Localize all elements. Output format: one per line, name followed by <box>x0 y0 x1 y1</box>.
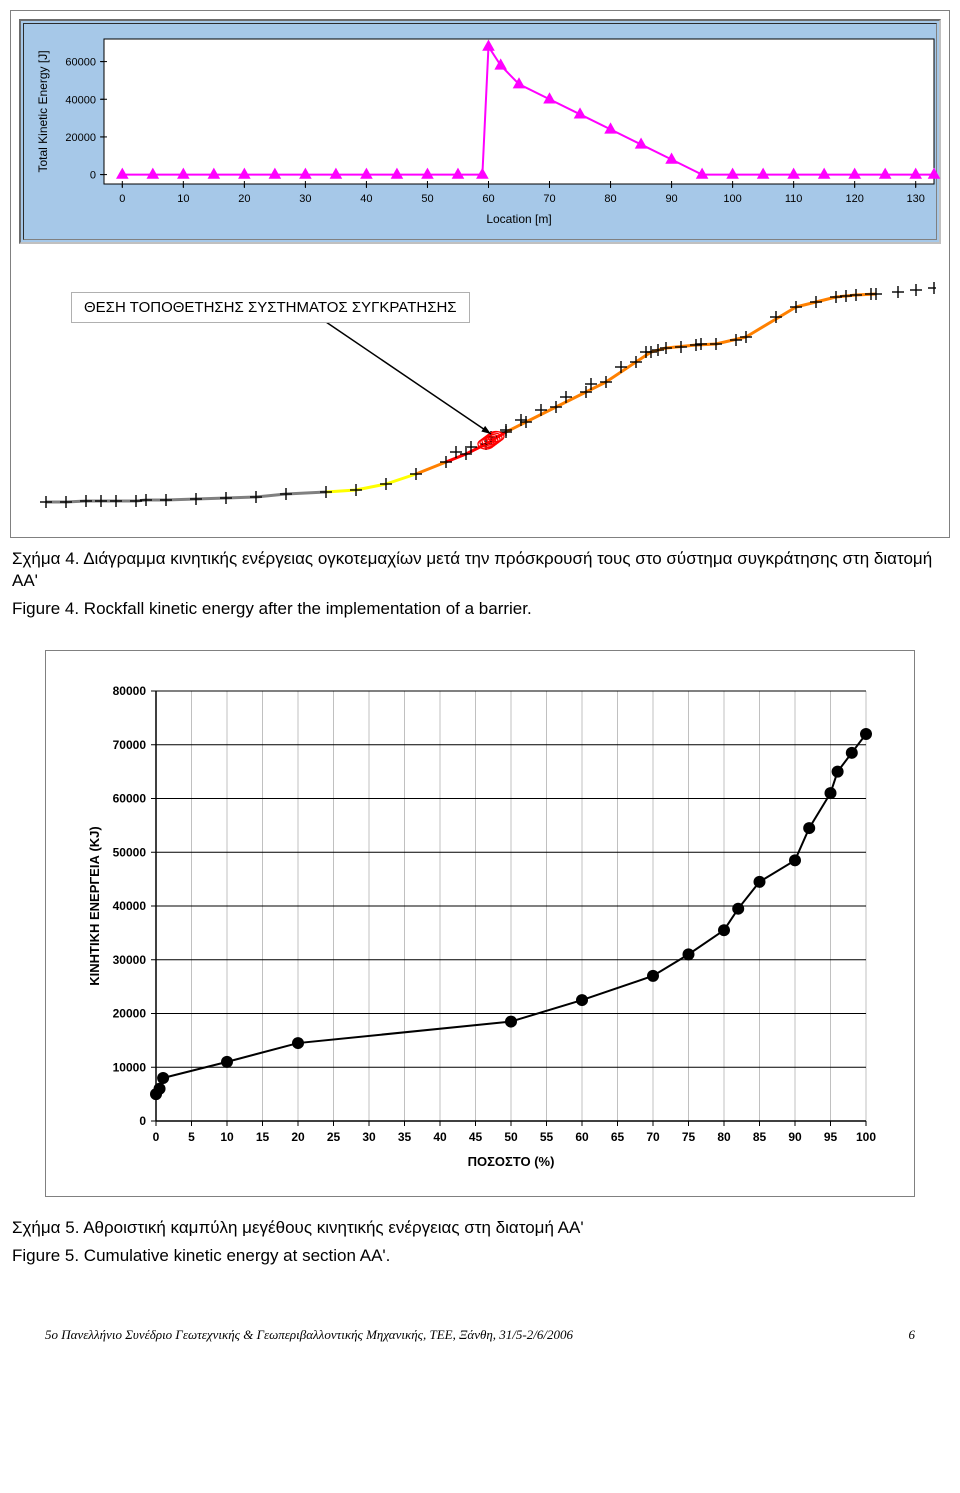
svg-text:50: 50 <box>504 1130 518 1144</box>
caption-figure4-en: Figure 4. Rockfall kinetic energy after … <box>12 598 948 620</box>
cumulative-chart: 0 5 10 15 20 25 30 35 40 45 50 55 60 65 70 75 80 85 90 95 10… <box>81 681 881 1176</box>
svg-text:110: 110 <box>785 193 803 205</box>
svg-text:90: 90 <box>788 1130 802 1144</box>
svg-text:20: 20 <box>291 1130 305 1144</box>
energy-chart-frame: 0 20000 40000 60000 0 10 20 30 40 50 60 70 80 90 100 11… <box>19 19 941 244</box>
svg-text:55: 55 <box>540 1130 554 1144</box>
svg-text:130: 130 <box>907 193 925 205</box>
retention-label-box: ΘΕΣΗ ΤΟΠΟΘΕΤΗΣΗΣ ΣΥΣΤΗΜΑΤΟΣ ΣΥΓΚΡΑΤΗΣΗΣ <box>71 292 470 323</box>
profile-chart-container: ΘΕΣΗ ΤΟΠΟΘΕΤΗΣΗΣ ΣΥΣΤΗΜΑΤΟΣ ΣΥΓΚΡΑΤΗΣΗΣ <box>11 252 949 537</box>
svg-text:0: 0 <box>153 1130 160 1144</box>
svg-text:70000: 70000 <box>113 738 147 752</box>
svg-text:0: 0 <box>139 1114 146 1128</box>
cumulative-chart-frame: 0 5 10 15 20 25 30 35 40 45 50 55 60 65 70 75 80 85 90 95 10… <box>45 650 915 1197</box>
svg-text:60: 60 <box>575 1130 589 1144</box>
svg-text:80000: 80000 <box>113 684 147 698</box>
svg-text:85: 85 <box>753 1130 767 1144</box>
svg-text:40: 40 <box>360 193 372 205</box>
svg-text:120: 120 <box>845 193 863 205</box>
caption-figure5-en: Figure 5. Cumulative kinetic energy at s… <box>12 1245 948 1267</box>
svg-text:35: 35 <box>398 1130 412 1144</box>
svg-text:0: 0 <box>90 170 96 182</box>
footer-page-number: 6 <box>909 1327 916 1343</box>
svg-text:0: 0 <box>119 193 125 205</box>
caption-figure4-gr: Σχήμα 4. Διάγραμμα κινητικής ενέργειας ο… <box>12 548 948 592</box>
svg-text:ΚΙΝΗΤΙΚΗ ΕΝΕΡΓΕΙΑ (KJ): ΚΙΝΗΤΙΚΗ ΕΝΕΡΓΕΙΑ (KJ) <box>87 827 102 987</box>
svg-text:20: 20 <box>238 193 250 205</box>
svg-text:15: 15 <box>256 1130 270 1144</box>
svg-text:30000: 30000 <box>113 953 147 967</box>
svg-text:60000: 60000 <box>65 57 96 69</box>
svg-text:90: 90 <box>665 193 677 205</box>
svg-text:60000: 60000 <box>113 792 147 806</box>
svg-text:20000: 20000 <box>65 132 96 144</box>
svg-text:100: 100 <box>856 1130 876 1144</box>
figure4-container: 0 20000 40000 60000 0 10 20 30 40 50 60 70 80 90 100 11… <box>10 10 950 538</box>
svg-text:70: 70 <box>646 1130 660 1144</box>
svg-text:70: 70 <box>543 193 555 205</box>
svg-text:100: 100 <box>723 193 741 205</box>
svg-text:30: 30 <box>299 193 311 205</box>
retention-label-line1: ΘΕΣΗ ΤΟΠΟΘΕΤΗΣΗΣ ΣΥΣΤΗΜΑΤΟΣ ΣΥΓΚΡΑΤΗΣΗΣ <box>84 299 457 316</box>
svg-text:5: 5 <box>188 1130 195 1144</box>
svg-text:Location [m]: Location [m] <box>486 212 551 226</box>
svg-text:65: 65 <box>611 1130 625 1144</box>
svg-text:45: 45 <box>469 1130 483 1144</box>
svg-text:25: 25 <box>327 1130 341 1144</box>
svg-text:50000: 50000 <box>113 846 147 860</box>
svg-text:10: 10 <box>177 193 189 205</box>
svg-text:75: 75 <box>682 1130 696 1144</box>
svg-text:10000: 10000 <box>113 1061 147 1075</box>
svg-text:80: 80 <box>604 193 616 205</box>
svg-text:Total Kinetic Energy [J]: Total Kinetic Energy [J] <box>36 50 50 172</box>
svg-text:50: 50 <box>421 193 433 205</box>
footer-left: 5ο Πανελλήνιο Συνέδριο Γεωτεχνικής & Γεω… <box>45 1327 573 1343</box>
svg-text:80: 80 <box>717 1130 731 1144</box>
page-footer: 5ο Πανελλήνιο Συνέδριο Γεωτεχνικής & Γεω… <box>45 1327 915 1343</box>
caption-figure5-gr: Σχήμα 5. Αθροιστική καμπύλη μεγέθους κιν… <box>12 1217 948 1239</box>
svg-text:30: 30 <box>362 1130 376 1144</box>
svg-text:40: 40 <box>433 1130 447 1144</box>
svg-text:20000: 20000 <box>113 1007 147 1021</box>
energy-chart: 0 20000 40000 60000 0 10 20 30 40 50 60 70 80 90 100 11… <box>29 29 949 229</box>
svg-text:40000: 40000 <box>113 899 147 913</box>
svg-text:60: 60 <box>482 193 494 205</box>
svg-text:95: 95 <box>824 1130 838 1144</box>
svg-text:10: 10 <box>220 1130 234 1144</box>
svg-text:40000: 40000 <box>65 94 96 106</box>
svg-text:ΠΟΣΟΣΤΟ (%): ΠΟΣΟΣΤΟ (%) <box>468 1154 555 1169</box>
